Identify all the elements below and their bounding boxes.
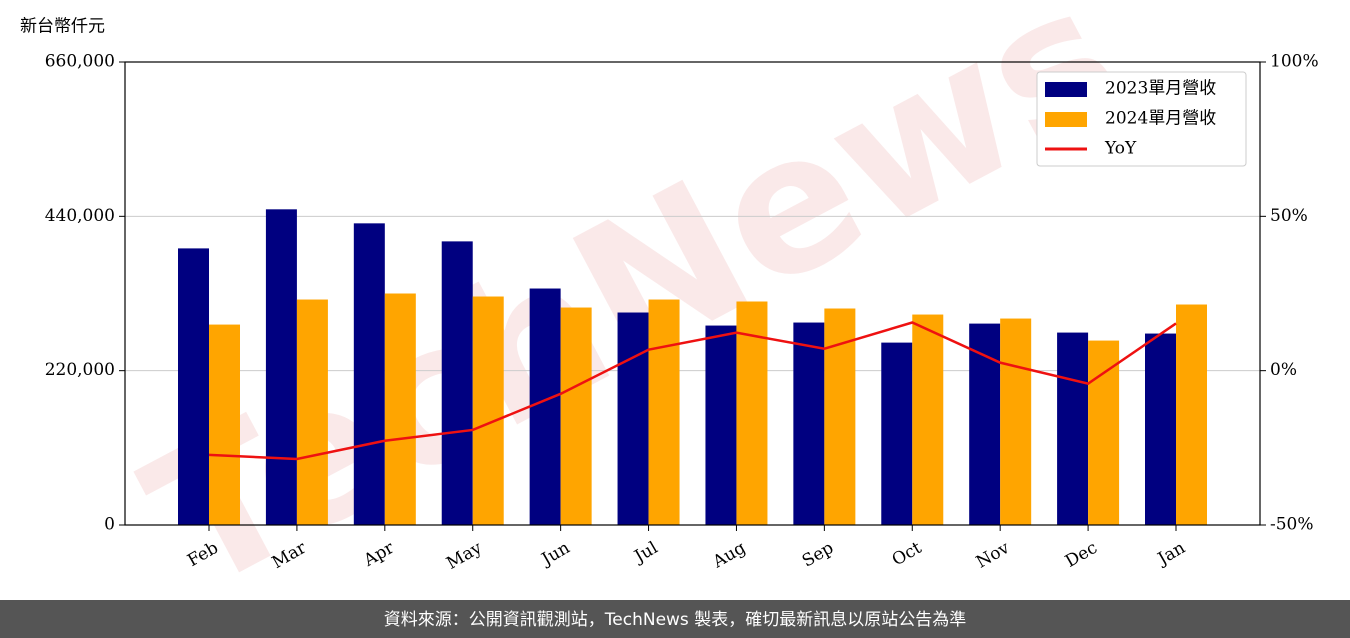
bar bbox=[560, 307, 592, 525]
bar bbox=[441, 241, 473, 525]
bar bbox=[617, 312, 649, 525]
bar bbox=[736, 301, 768, 525]
y2-tick-label: 50% bbox=[1270, 206, 1308, 226]
bar bbox=[1057, 332, 1089, 525]
legend-swatch bbox=[1045, 82, 1087, 97]
x-tick-label: Dec bbox=[1062, 538, 1101, 572]
x-tick-label: Jan bbox=[1153, 538, 1189, 570]
y2-tick-label: -50% bbox=[1270, 515, 1314, 535]
x-tick-label: Aug bbox=[709, 538, 750, 573]
x-tick-label: Oct bbox=[889, 538, 925, 571]
bar bbox=[793, 322, 825, 525]
bar bbox=[881, 342, 913, 525]
bar bbox=[1145, 333, 1176, 525]
plot-frame bbox=[124, 61, 1261, 526]
y2-tick-label: 100% bbox=[1270, 52, 1319, 72]
legend-frame bbox=[1036, 71, 1247, 167]
legend-label: 2023單月營收 bbox=[1105, 79, 1216, 99]
footer-bar bbox=[0, 600, 1350, 638]
bar bbox=[969, 323, 1001, 525]
bar bbox=[384, 293, 416, 525]
y-tick-label: 660,000 bbox=[45, 52, 115, 72]
legend-label: YoY bbox=[1104, 139, 1137, 159]
legend-label: 2024單月營收 bbox=[1105, 109, 1216, 129]
bar bbox=[1088, 340, 1120, 525]
x-tick-label: Jul bbox=[629, 538, 661, 568]
x-tick-label: Sep bbox=[799, 538, 837, 572]
x-tick-label: May bbox=[443, 538, 486, 574]
bar bbox=[265, 209, 297, 525]
bar bbox=[1176, 304, 1207, 525]
legend: 2023單月營收 2024單月營收 YoY bbox=[1036, 71, 1247, 167]
bar bbox=[209, 324, 240, 525]
y-tick-label: 0 bbox=[104, 515, 115, 535]
bar bbox=[472, 296, 504, 525]
y-axis-label: 新台幣仟元 bbox=[20, 17, 105, 37]
footer-text: 資料來源：公開資訊觀測站，TechNews 製表，確切最新訊息以原站公告為準 bbox=[384, 610, 966, 630]
x-tick-label: Nov bbox=[973, 538, 1013, 573]
yoy-line bbox=[208, 321, 1177, 461]
bar bbox=[353, 223, 385, 525]
legend-swatch bbox=[1045, 112, 1087, 127]
bar bbox=[1000, 318, 1032, 525]
bar bbox=[705, 325, 737, 525]
y-tick-label: 440,000 bbox=[45, 206, 115, 226]
bar bbox=[912, 314, 944, 525]
bar bbox=[648, 299, 680, 525]
x-tick-label: Jun bbox=[537, 538, 574, 571]
y2-tick-label: 0% bbox=[1270, 360, 1297, 380]
bar bbox=[529, 288, 561, 525]
bar bbox=[178, 248, 209, 525]
bar bbox=[296, 299, 328, 525]
y-tick-label: 220,000 bbox=[45, 360, 115, 380]
